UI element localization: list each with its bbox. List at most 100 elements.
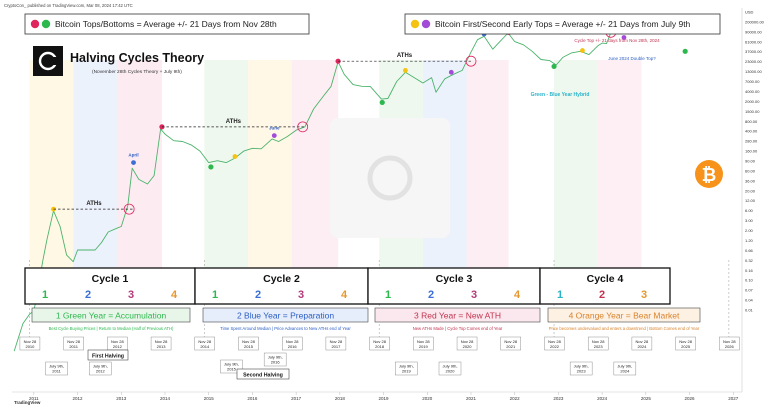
year-tick-label: 2020 — [422, 396, 433, 401]
cycle-year-number: 1 — [42, 289, 48, 301]
cycle-title: Cycle 2 — [263, 273, 300, 285]
cycle-year-number: 4 — [514, 289, 521, 301]
year-tick-label: 2018 — [335, 396, 346, 401]
year-type-box — [202, 307, 369, 323]
ath-break-circle — [297, 121, 309, 133]
date-label-text: Nov 28 — [548, 339, 561, 344]
date-label-year: 2013 — [157, 344, 167, 349]
year-type-box — [31, 307, 191, 323]
cycle-year-number: 4 — [171, 289, 178, 301]
date-label-year: 2020 — [446, 369, 456, 374]
price-tick-label: 13000.00 — [745, 69, 762, 74]
top-bottom-marker — [208, 164, 214, 170]
price-tick-label: 37000.00 — [745, 49, 762, 54]
date-label-year: 2024 — [637, 344, 647, 349]
date-label-box — [45, 361, 68, 376]
bitcoin-circle — [695, 160, 723, 188]
date-label-box — [238, 336, 259, 351]
legend-box — [404, 13, 721, 35]
year-tick-label: 2024 — [597, 396, 608, 401]
price-tick-label: 0.32 — [745, 258, 754, 263]
year-zone — [466, 60, 509, 270]
year-tick-label: 2023 — [553, 396, 564, 401]
date-label-year: 2010 — [25, 344, 35, 349]
watermark-box — [330, 118, 450, 238]
year-zone — [554, 60, 598, 270]
date-label-box — [263, 352, 287, 367]
halving-box — [87, 349, 129, 361]
date-label-year: 2020 — [463, 344, 473, 349]
date-label-box — [395, 361, 418, 376]
date-label-box — [369, 336, 390, 351]
date-label-year: 2014 — [200, 344, 210, 349]
early-top-marker — [621, 35, 627, 40]
cycle-year-number: 1 — [385, 289, 391, 301]
price-tick-label: 1.20 — [745, 238, 754, 243]
date-label-text: July 9th, — [574, 364, 589, 369]
ath-label: ATHs — [86, 201, 102, 207]
top-bottom-marker — [379, 99, 385, 106]
second-halving-label: Second Halving — [236, 368, 290, 380]
price-tick-label: USD — [745, 10, 754, 15]
jul9-date-label: July 9th,2011 — [45, 361, 68, 376]
price-tick-label: 160.00 — [745, 149, 758, 154]
date-label-text: Nov 28 — [198, 339, 211, 344]
date-label-box — [438, 361, 462, 376]
chart-subtitle: (November 28th Cycles Theory + July 9th) — [92, 69, 182, 75]
date-label-box — [281, 336, 303, 351]
year-type-label: 4 Orange Year = Bear Market — [569, 311, 680, 321]
year-tick-label: 2017 — [291, 396, 302, 401]
ath-break-circle — [465, 55, 477, 67]
price-tick-label: 90000.00 — [745, 29, 762, 34]
bitcoin-logo-icon: ₿ — [695, 160, 723, 188]
year-tick-label: 2021 — [466, 396, 477, 401]
date-label-text: Nov 28 — [373, 339, 386, 344]
halving-text: Second Halving — [243, 373, 283, 379]
ath-label: ATHs — [226, 119, 242, 125]
top-bottom-marker — [551, 63, 557, 70]
date-label-text: Nov 28 — [417, 339, 430, 344]
date-label-text: July 9th, — [268, 355, 283, 360]
date-label-box — [456, 336, 478, 351]
date-label-box — [631, 336, 653, 351]
halving-text: First Halving — [92, 354, 124, 360]
price-tick-label: 0.16 — [745, 268, 754, 273]
year-zone — [597, 60, 642, 270]
date-label-text: Nov 28 — [67, 339, 80, 344]
year-type-desc: Best Cycle Buying Prices | Return to Med… — [49, 326, 174, 331]
year-type-desc: New ATHs Made | Cycle Top Comes end of Y… — [413, 326, 503, 331]
cycle-year-number: 3 — [128, 289, 134, 301]
year-type-label: 2 Blue Year = Preparation — [237, 311, 334, 321]
date-label-text: Nov 28 — [723, 339, 736, 344]
year-type-label: 3 Red Year = New ATH — [414, 311, 501, 321]
price-tick-label: 23000.00 — [745, 59, 762, 64]
price-tick-label: 3.00 — [745, 218, 754, 223]
cycle-year-number: 1 — [212, 289, 218, 301]
price-tick-label: 7000.00 — [745, 79, 760, 84]
year-tick-label: 2011 — [29, 396, 39, 401]
top-bottom-marker — [159, 124, 165, 130]
jul9-date-label: July 9th,2024 — [613, 361, 637, 376]
date-label-year: 2021 — [506, 344, 516, 349]
date-label-text: July 9th, — [49, 364, 64, 369]
date-label-year: 2018 — [375, 344, 385, 349]
year-type-label: 1 Green Year = Accumulation — [56, 311, 167, 321]
year-type-desc: Time Spent Around Median | Price Advance… — [220, 326, 351, 331]
date-label-text: July 9th, — [224, 362, 239, 367]
price-tick-label: 0.04 — [745, 298, 754, 303]
date-label-box — [89, 361, 112, 376]
ath-break-circle — [123, 203, 135, 215]
price-tick-label: 4000.00 — [745, 89, 760, 94]
date-label-year: 2019 — [402, 369, 412, 374]
date-label-year: 2024 — [620, 369, 630, 374]
year-type-box — [374, 307, 541, 323]
